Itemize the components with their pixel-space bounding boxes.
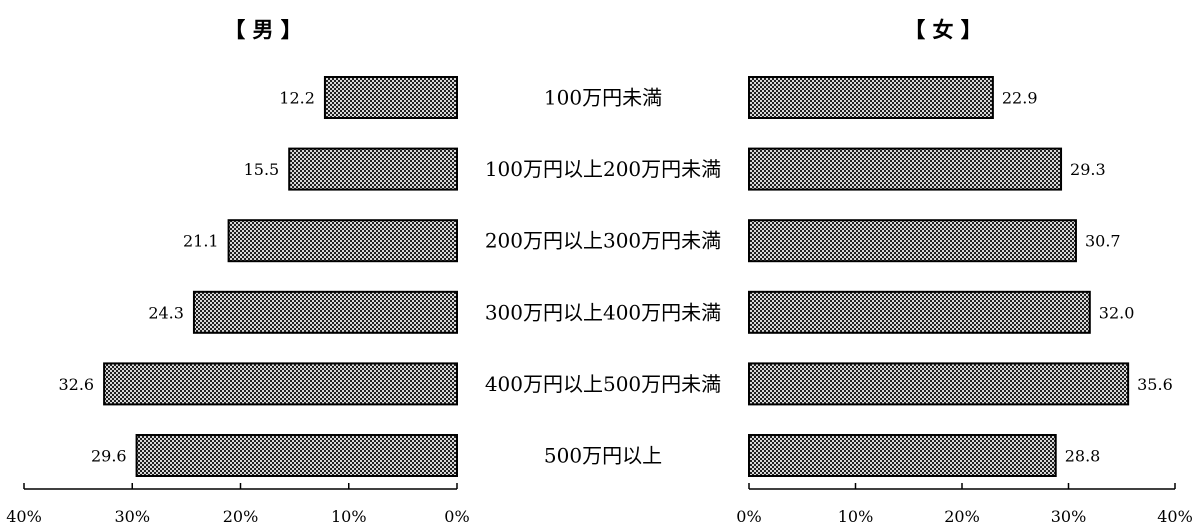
female-bar: [748, 362, 1130, 406]
female-tick-label: 40%: [1157, 507, 1193, 526]
female-panel-title: 【 女 】: [904, 17, 982, 42]
female-tick-label: 30%: [1051, 507, 1087, 526]
male-tick-label: 40%: [6, 507, 42, 526]
male-bar: [227, 219, 458, 263]
female-bar-group: 22.9 29.3 30.7 32.0 35.6 28.8: [748, 76, 1173, 477]
male-panel-title: 【 男 】: [224, 17, 302, 42]
female-bar: [748, 290, 1091, 334]
male-bar: [192, 290, 458, 334]
category-label: 300万円以上400万円未満: [485, 300, 721, 324]
female-value-label: 30.7: [1085, 232, 1121, 251]
male-value-label: 15.5: [244, 160, 280, 179]
category-label-group: 100万円未満 100万円以上200万円未満 200万円以上300万円未満 300万円…: [485, 86, 721, 468]
male-x-axis: 40% 30% 20% 10% 0%: [6, 483, 470, 526]
category-label: 100万円以上200万円未満: [485, 157, 721, 181]
female-value-label: 22.9: [1002, 89, 1038, 108]
male-bar-group: 12.2 15.5 21.1 24.3 32.6 29.6: [58, 76, 459, 477]
male-bar: [323, 76, 458, 119]
category-label: 500万円以上: [544, 444, 662, 468]
male-tick-label: 10%: [331, 507, 367, 526]
female-value-label: 28.8: [1065, 447, 1101, 466]
female-x-axis: 0% 10% 20% 30% 40%: [736, 483, 1193, 526]
male-tick-label: 0%: [444, 507, 469, 526]
female-value-label: 29.3: [1070, 160, 1106, 179]
category-label: 100万円未満: [544, 86, 662, 110]
female-value-label: 35.6: [1137, 375, 1173, 394]
category-label: 200万円以上300万円未満: [485, 229, 721, 253]
female-bar: [748, 219, 1077, 263]
male-tick-label: 20%: [223, 507, 259, 526]
male-bar: [103, 362, 458, 406]
category-label: 400万円以上500万円未満: [485, 372, 721, 396]
male-value-label: 21.1: [183, 232, 219, 251]
male-value-label: 12.2: [279, 89, 315, 108]
female-tick-label: 0%: [736, 507, 761, 526]
female-value-label: 32.0: [1099, 303, 1135, 322]
female-tick-label: 20%: [944, 507, 980, 526]
male-value-label: 29.6: [91, 447, 127, 466]
female-tick-label: 10%: [838, 507, 874, 526]
female-bar: [748, 147, 1063, 191]
female-bar: [748, 434, 1057, 477]
male-bar: [135, 434, 459, 477]
male-tick-label: 30%: [114, 507, 150, 526]
male-value-label: 24.3: [148, 303, 184, 322]
female-bar: [748, 76, 994, 119]
male-value-label: 32.6: [58, 375, 94, 394]
male-bar: [288, 147, 458, 191]
